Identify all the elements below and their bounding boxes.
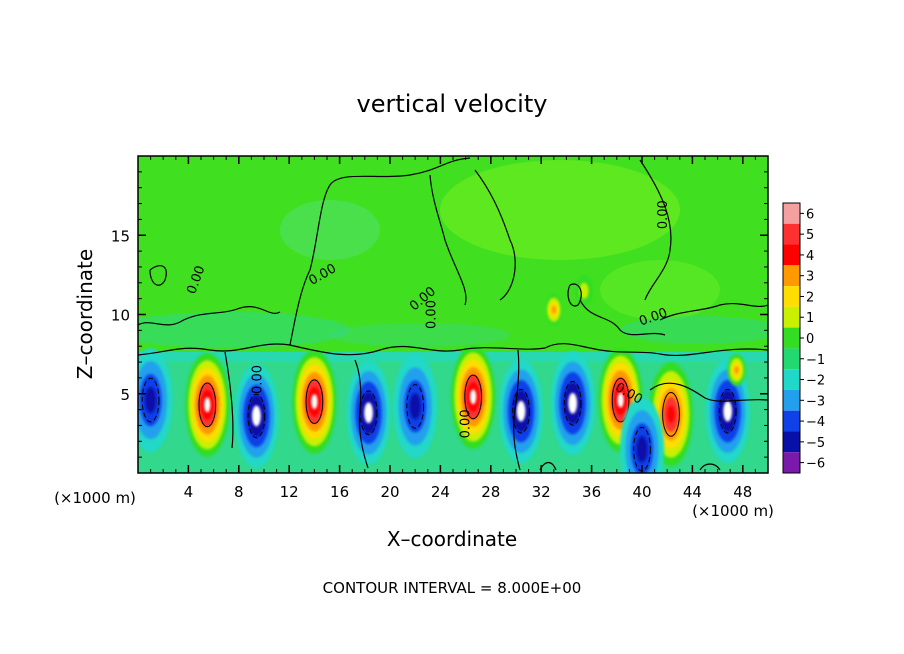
- x-tick-label: 4: [184, 483, 194, 501]
- colorbar-swatch: [783, 223, 800, 245]
- colorbar-label: −4: [806, 415, 825, 430]
- x-tick-label: 36: [582, 483, 601, 501]
- colorbar-label: −5: [806, 436, 825, 451]
- x-axis-label: X–coordinate: [387, 527, 517, 551]
- colorbar-swatch: [783, 410, 800, 432]
- colorbar-swatch: [783, 203, 800, 224]
- x-tick-label: 40: [632, 483, 651, 501]
- velocity-cell: [234, 363, 279, 468]
- contour-label: 0.00: [458, 409, 473, 438]
- velocity-cell: [393, 354, 438, 459]
- colorbar-swatch: [783, 286, 800, 307]
- contour-label: 0.00: [250, 365, 265, 394]
- velocity-cell: [544, 293, 563, 326]
- x-tick-label: 16: [330, 483, 349, 501]
- y-axis: 5 10 15: [111, 171, 768, 458]
- colorbar-label: −1: [806, 353, 825, 368]
- velocity-cell: [185, 352, 230, 457]
- contour-label: 0.00: [656, 200, 671, 229]
- velocity-cell: [346, 360, 391, 465]
- y-axis-label: Z–coordinate: [73, 249, 97, 379]
- x-tick-label: 32: [532, 483, 551, 501]
- x-axis: 4 8 12 16 20 24 28 32 36 40 44 48: [150, 156, 756, 501]
- velocity-cell: [499, 359, 544, 464]
- colorbar-swatch: [783, 431, 800, 453]
- x-unit-right: (×1000 m): [692, 502, 774, 520]
- x-tick-label: 20: [380, 483, 399, 501]
- y-tick-label: 15: [111, 227, 130, 245]
- x-tick-label: 12: [280, 483, 299, 501]
- x-tick-label: 48: [733, 483, 752, 501]
- colorbar-swatch: [783, 389, 800, 411]
- x-tick-label: 28: [481, 483, 500, 501]
- colorbar-label: −3: [806, 394, 825, 409]
- x-tick-label: 8: [234, 483, 244, 501]
- contour-label: 0.00: [424, 300, 439, 329]
- velocity-cell: [575, 274, 594, 307]
- y-tick-label: 5: [120, 386, 130, 404]
- colorbar-swatch: [783, 348, 800, 370]
- x-tick-label: 44: [683, 483, 702, 501]
- colorbar-label: 4: [806, 249, 814, 264]
- colorbar-label: 0: [806, 332, 814, 347]
- colorbar-swatch: [783, 265, 800, 287]
- colorbar-label: 2: [806, 290, 814, 305]
- zero-contours: [138, 157, 768, 471]
- velocity-cells: [138, 274, 750, 473]
- colorbar-label: 1: [806, 311, 814, 326]
- colorbar-label: 3: [806, 270, 814, 285]
- colorbar-label: −2: [806, 374, 825, 389]
- colorbar-swatch: [783, 369, 800, 390]
- colorbar-swatch: [783, 452, 800, 473]
- x-unit-left: (×1000 m): [54, 489, 136, 507]
- velocity-cell: [550, 351, 595, 456]
- colorbar-swatch: [783, 327, 800, 349]
- velocity-cell: [138, 348, 173, 453]
- x-tick-label: 24: [431, 483, 450, 501]
- colorbar-label: −6: [806, 457, 825, 472]
- y-tick-label: 10: [111, 307, 130, 325]
- background-shading: [138, 160, 768, 348]
- velocity-cell: [727, 353, 746, 386]
- velocity-cell: [620, 397, 664, 473]
- colorbar-label: 6: [806, 207, 814, 222]
- velocity-cell: [451, 344, 496, 449]
- colorbar-swatch: [783, 244, 800, 266]
- colorbar-label: 5: [806, 228, 814, 243]
- colorbar: 6 5 4 3 2 1 0 −1 −2 −3 −4 −5 −6: [782, 202, 825, 474]
- plot-area: 0.00 0.000.000.000.000.000.000.000.00: [138, 156, 768, 473]
- colorbar-swatch: [783, 306, 800, 328]
- velocity-cell: [292, 349, 337, 454]
- chart-title: vertical velocity: [357, 90, 548, 118]
- contour-interval-note: CONTOUR INTERVAL = 8.000E+00: [323, 579, 582, 597]
